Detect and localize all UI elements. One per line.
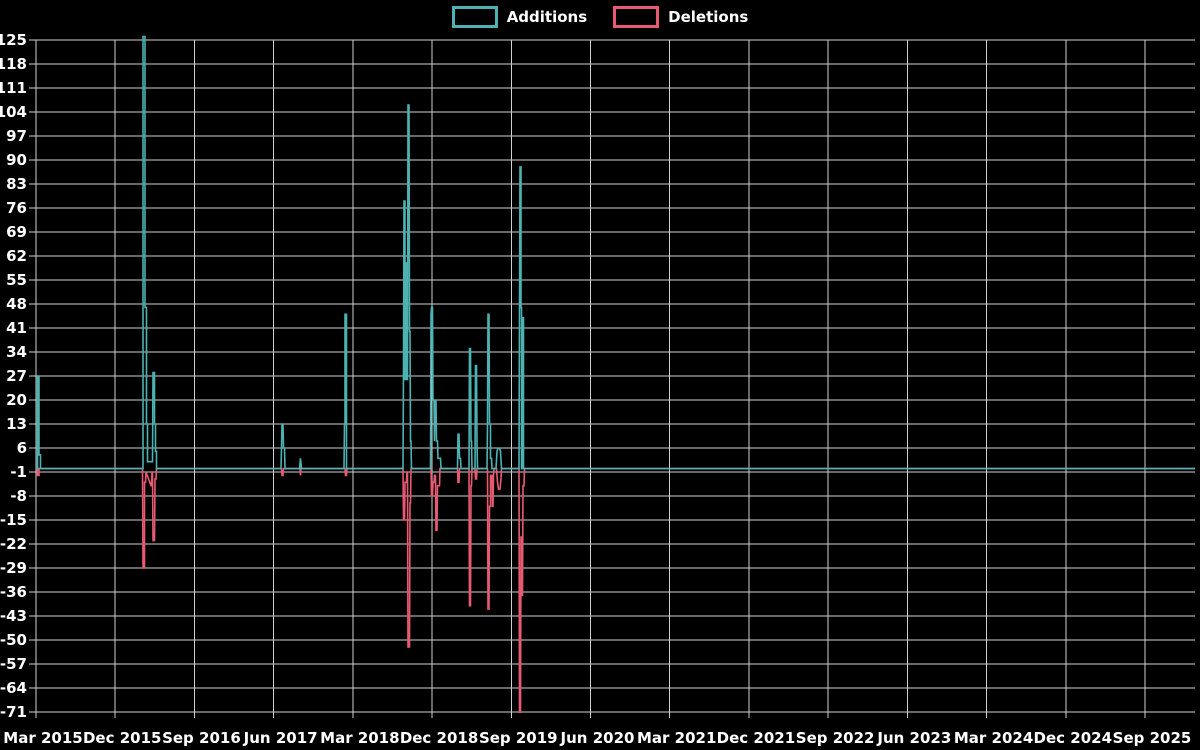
grid-lines xyxy=(29,39,1195,718)
svg-text:Sep 2016: Sep 2016 xyxy=(162,729,241,747)
svg-text:-57: -57 xyxy=(0,655,27,673)
svg-text:-50: -50 xyxy=(0,631,27,649)
svg-text:48: 48 xyxy=(6,295,27,313)
svg-text:-71: -71 xyxy=(0,703,27,721)
series-additions xyxy=(36,35,1195,470)
x-axis-labels: Mar 2015 Dec 2015 Sep 2016 Jun 2017 Mar 2018… xyxy=(3,729,1191,747)
svg-text:76: 76 xyxy=(6,199,27,217)
svg-text:Mar 2015: Mar 2015 xyxy=(3,729,82,747)
svg-text:125: 125 xyxy=(0,31,27,49)
svg-text:41: 41 xyxy=(6,319,27,337)
svg-text:111: 111 xyxy=(0,79,27,97)
svg-text:34: 34 xyxy=(6,343,27,361)
svg-text:69: 69 xyxy=(6,223,27,241)
chart-legend: Additions Deletions xyxy=(0,6,1200,28)
svg-text:27: 27 xyxy=(6,367,27,385)
data-series xyxy=(36,35,1195,713)
legend-label-deletions: Deletions xyxy=(668,7,749,26)
svg-text:-15: -15 xyxy=(0,511,27,529)
legend-item-deletions[interactable]: Deletions xyxy=(613,6,748,28)
deletions-swatch-icon xyxy=(613,6,660,28)
svg-text:-43: -43 xyxy=(0,607,27,625)
svg-text:90: 90 xyxy=(6,151,27,169)
svg-text:55: 55 xyxy=(6,271,27,289)
svg-text:Mar 2021: Mar 2021 xyxy=(637,729,716,747)
svg-text:Dec 2015: Dec 2015 xyxy=(83,729,162,747)
svg-text:62: 62 xyxy=(6,247,27,265)
svg-text:Sep 2025: Sep 2025 xyxy=(1113,729,1192,747)
svg-text:118: 118 xyxy=(0,55,27,73)
svg-text:-8: -8 xyxy=(10,487,27,505)
svg-text:-29: -29 xyxy=(0,559,27,577)
additions-swatch-icon xyxy=(451,6,498,28)
svg-text:Dec 2018: Dec 2018 xyxy=(400,729,479,747)
svg-text:6: 6 xyxy=(17,439,27,457)
svg-text:-1: -1 xyxy=(10,463,27,481)
legend-item-additions[interactable]: Additions xyxy=(451,6,588,28)
svg-text:Dec 2024: Dec 2024 xyxy=(1034,729,1113,747)
svg-text:Sep 2019: Sep 2019 xyxy=(479,729,558,747)
svg-text:Dec 2021: Dec 2021 xyxy=(717,729,796,747)
svg-text:Jun 2020: Jun 2020 xyxy=(560,729,635,747)
svg-text:Mar 2024: Mar 2024 xyxy=(954,729,1033,747)
legend-label-additions: Additions xyxy=(506,7,588,26)
svg-text:20: 20 xyxy=(6,391,27,409)
y-axis-labels: 125 118 111 104 97 90 83 76 69 62 55 48 41 34 27 20 13 6 -… xyxy=(0,31,27,721)
svg-text:83: 83 xyxy=(6,175,27,193)
svg-text:Sep 2022: Sep 2022 xyxy=(796,729,875,747)
svg-text:97: 97 xyxy=(6,127,27,145)
svg-text:Jun 2017: Jun 2017 xyxy=(243,729,318,747)
svg-text:Jun 2023: Jun 2023 xyxy=(876,729,951,747)
svg-text:-36: -36 xyxy=(0,583,27,601)
svg-text:-64: -64 xyxy=(0,679,27,697)
svg-text:13: 13 xyxy=(6,415,27,433)
svg-text:104: 104 xyxy=(0,103,27,121)
svg-text:Mar 2018: Mar 2018 xyxy=(320,729,399,747)
svg-text:-22: -22 xyxy=(0,535,27,553)
